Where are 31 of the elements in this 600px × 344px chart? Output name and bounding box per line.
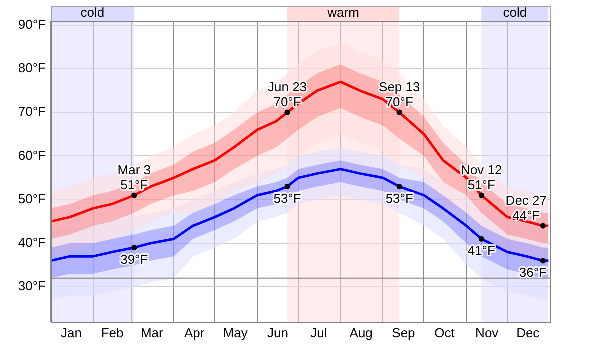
x-tick-label: Apr — [184, 325, 206, 340]
y-tick-label: 90°F — [18, 16, 46, 32]
annotation: Jun 23 70°F — [268, 80, 308, 110]
band-label: cold — [80, 5, 105, 20]
annotation: 53°F — [274, 190, 302, 206]
y-tick-label: 60°F — [18, 148, 46, 163]
annotation: Dec 27 44°F — [506, 193, 548, 224]
x-tick-label: Jun — [267, 325, 288, 340]
x-tick-label: Sep — [392, 325, 416, 340]
y-tick-label: 30°F — [18, 278, 46, 294]
annotation: 53°F — [386, 190, 414, 206]
annotation: 39°F — [120, 252, 148, 267]
annotation: Mar 3 51°F — [118, 162, 152, 192]
x-tick-label: Jan — [61, 325, 82, 340]
x-tick-label: Mar — [140, 325, 164, 340]
x-tick-label: Nov — [476, 325, 500, 340]
y-tick-label: 50°F — [18, 191, 46, 206]
band-label: warm — [326, 5, 360, 20]
x-tick-label: Dec — [516, 325, 540, 340]
x-tick-label: Aug — [350, 325, 373, 340]
x-tick-label: Feb — [101, 325, 124, 340]
y-tick-label: 40°F — [18, 235, 46, 250]
x-tick-label: Jul — [310, 325, 328, 340]
annotation: Sep 13 70°F — [379, 80, 420, 110]
annotation: 36°F — [519, 264, 548, 280]
y-tick-label: 70°F — [18, 104, 46, 120]
band-label: cold — [503, 5, 528, 20]
x-tick-label: May — [223, 325, 248, 340]
annotation: 41°F — [468, 243, 496, 258]
y-tick-label: 80°F — [18, 60, 46, 76]
x-tick-label: Oct — [434, 325, 456, 340]
